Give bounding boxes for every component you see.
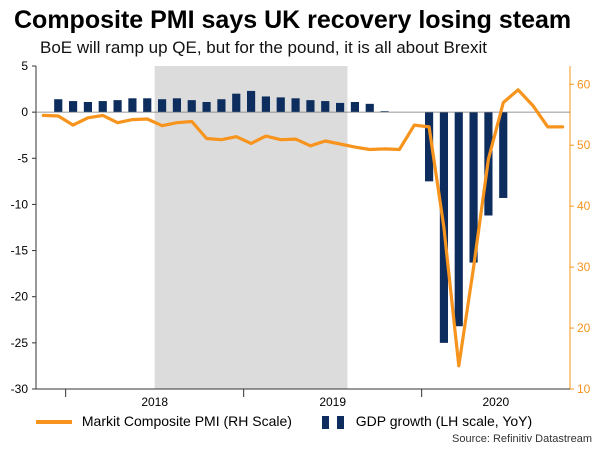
gdp-bar [217,99,226,113]
gdp-bar [261,96,270,113]
legend-gdp-swatch-2 [336,415,344,429]
chart-title: Composite PMI says UK recovery losing st… [14,6,572,34]
gdp-bar [143,98,152,113]
right-tick-label: 40 [577,199,591,213]
left-tick-label: -5 [17,151,28,165]
left-tick-label: -30 [11,382,29,396]
legend-gdp-label: GDP growth (LH scale, YoY) [355,413,533,429]
chart-subtitle: BoE will ramp up QE, but for the pound, … [40,38,487,57]
gdp-bar [454,112,463,327]
gdp-bar [276,97,285,113]
gdp-bar [350,101,359,113]
gdp-bar [291,98,300,113]
gdp-bar [380,111,389,113]
left-tick-label: -20 [11,290,29,304]
gdp-bar [172,98,181,113]
left-tick-label: -10 [11,197,29,211]
x-tick-label: 2018 [141,395,168,409]
x-tick-label: 2019 [319,395,346,409]
right-tick-label: 20 [577,321,591,335]
gdp-bar [69,101,78,113]
gdp-bar [83,101,92,113]
gdp-bar [113,100,122,113]
gdp-bar [202,101,211,113]
gdp-bar [187,100,196,113]
left-tick-label: 0 [21,105,28,119]
gdp-bar [499,112,508,198]
gdp-bar [469,112,478,263]
pmi-line [41,88,565,368]
gdp-bar [365,103,374,113]
gdp-bar [306,100,315,113]
legend: Markit Composite PMI (RH Scale) [36,413,292,429]
right-tick-label: 60 [577,77,591,91]
legend-gdp: GDP growth (LH scale, YoY) [322,413,532,429]
gdp-bar [128,98,137,113]
shaded-region [154,66,348,389]
right-tick-label: 30 [577,260,591,274]
gdp-bar [247,90,256,113]
left-tick-label: 5 [21,59,28,73]
gdp-bar [336,102,345,113]
gdp-bar [54,99,63,113]
gdp-bar [425,112,434,182]
gdp-bar [321,101,330,113]
gdp-bar [158,99,167,113]
left-tick-label: -15 [11,244,29,258]
legend-gdp-swatch [322,415,329,429]
legend-pmi-swatch [36,420,72,425]
left-tick-label: -25 [11,336,29,350]
source-note: Source: Refinitiv Datastream [452,433,592,445]
gdp-bar [232,93,241,113]
gdp-bar [98,101,107,113]
right-tick-label: 50 [577,138,591,152]
x-tick-label: 2020 [482,395,509,409]
right-tick-label: 10 [577,382,591,396]
legend-pmi-label: Markit Composite PMI (RH Scale) [81,413,292,429]
